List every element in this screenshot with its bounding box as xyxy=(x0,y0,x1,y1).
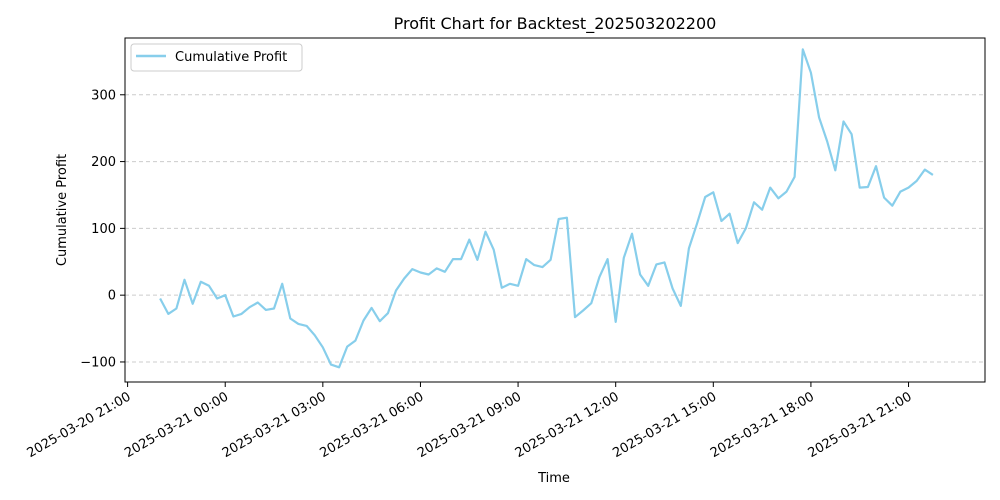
chart-title: Profit Chart for Backtest_202503202200 xyxy=(394,14,717,34)
x-tick-label: 2025-03-21 21:00 xyxy=(806,389,915,461)
legend-box xyxy=(130,43,303,72)
x-tick-label: 2025-03-21 09:00 xyxy=(415,389,524,461)
x-tick-label: 2025-03-21 15:00 xyxy=(610,389,719,461)
y-axis: −100 0 100 200 300 xyxy=(80,88,125,370)
legend: Cumulative Profit xyxy=(130,43,303,72)
y-axis-label: Cumulative Profit xyxy=(55,154,70,266)
x-tick-label: 2025-03-21 00:00 xyxy=(122,389,231,461)
y-tick-label: 200 xyxy=(91,155,116,170)
x-tick-label: 2025-03-21 18:00 xyxy=(708,389,817,461)
plot-frame xyxy=(124,37,986,383)
grid-lines xyxy=(125,94,985,363)
x-tick-label: 2025-03-20 21:00 xyxy=(25,389,134,461)
series-line-cumulative-profit xyxy=(159,48,934,369)
legend-label: Cumulative Profit xyxy=(175,50,287,65)
x-tick-label: 2025-03-21 06:00 xyxy=(317,389,426,461)
x-tick-label: 2025-03-21 03:00 xyxy=(220,389,329,461)
y-tick-label: 300 xyxy=(91,88,116,103)
x-axis-label: Time xyxy=(537,471,570,486)
y-tick-label: −100 xyxy=(80,355,116,370)
y-tick-label: 0 xyxy=(108,289,116,304)
x-tick-label: 2025-03-21 12:00 xyxy=(513,389,622,461)
y-tick-label: 100 xyxy=(91,222,116,237)
